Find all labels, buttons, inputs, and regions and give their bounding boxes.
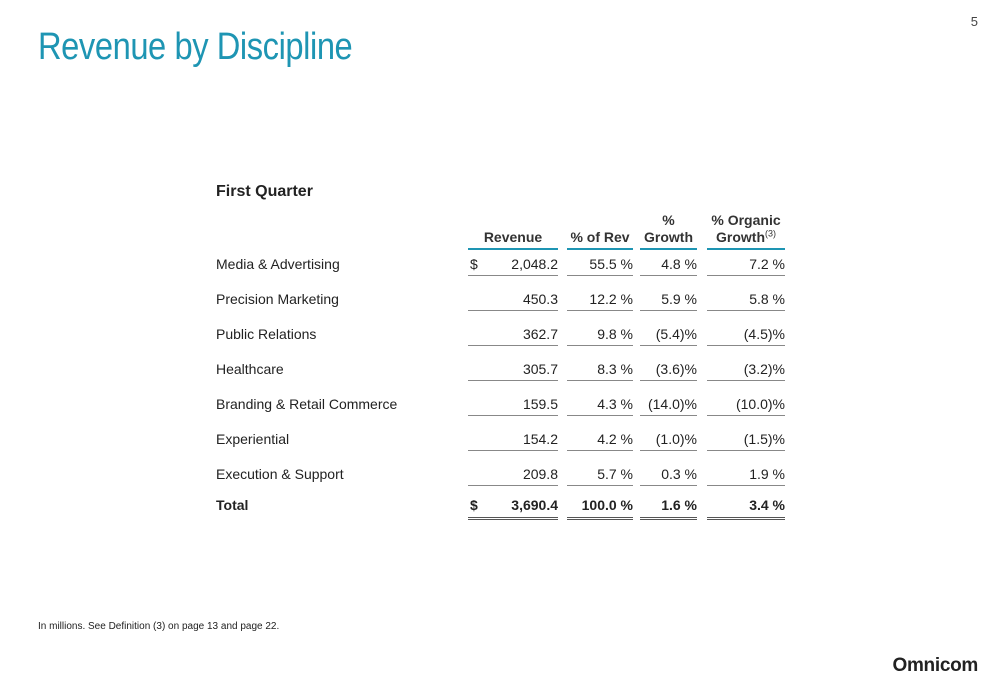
header-growth-line1: % (662, 212, 675, 228)
table-row: Media & Advertising $2,048.2 55.5 % 4.8 % 7.… (0, 256, 1000, 290)
table-row: Branding & Retail Commerce 159.5 4.3 % (14.… (0, 396, 1000, 430)
pct-of-revenue-value: 55.5 % (567, 256, 633, 276)
row-label: Healthcare (216, 361, 284, 377)
revenue-value: 2,048.2 (468, 256, 558, 276)
organic-growth-value: (4.5)% (707, 326, 785, 346)
footnote: In millions. See Definition (3) on page … (38, 621, 280, 632)
header-pct-rev: % of Rev (567, 229, 633, 250)
row-label: Experiential (216, 431, 290, 447)
table-row: Experiential 154.2 4.2 % (1.0)% (1.5)% (0, 431, 1000, 465)
row-label: Precision Marketing (216, 291, 339, 307)
row-label: Media & Advertising (216, 256, 340, 272)
currency-symbol: $ (470, 256, 478, 272)
page-number: 5 (970, 14, 978, 29)
currency-symbol: $ (470, 497, 478, 513)
header-growth-line2: Growth (644, 229, 693, 245)
growth-value: 0.3 % (640, 466, 697, 486)
revenue-value: 450.3 (468, 291, 558, 311)
growth-value: 4.8 % (640, 256, 697, 276)
growth-value: 5.9 % (640, 291, 697, 311)
growth-value: (3.6)% (640, 361, 697, 381)
section-title: First Quarter (216, 183, 313, 200)
pct-of-revenue-value: 4.2 % (567, 431, 633, 451)
organic-growth-value: (10.0)% (707, 396, 785, 416)
row-label: Total (216, 497, 249, 513)
organic-growth-value: 1.9 % (707, 466, 785, 486)
row-label: Public Relations (216, 326, 317, 342)
revenue-value: 362.7 (468, 326, 558, 346)
revenue-value: 154.2 (468, 431, 558, 451)
header-revenue: Revenue (468, 229, 558, 250)
pct-of-revenue-value: 100.0 % (567, 497, 633, 520)
header-pct-rev-label: % of Rev (570, 229, 630, 245)
row-label: Execution & Support (216, 466, 344, 482)
pct-of-revenue-value: 8.3 % (567, 361, 633, 381)
header-organic-footnote-ref: (3) (765, 228, 776, 239)
pct-of-revenue-value: 12.2 % (567, 291, 633, 311)
growth-value: 1.6 % (640, 497, 697, 520)
header-organic-line2: Growth (716, 229, 765, 245)
pct-of-revenue-value: 9.8 % (567, 326, 633, 346)
pct-of-revenue-value: 4.3 % (567, 396, 633, 416)
organic-growth-value: (3.2)% (707, 361, 785, 381)
organic-growth-value: 3.4 % (707, 497, 785, 520)
growth-value: (14.0)% (640, 396, 697, 416)
revenue-value: 305.7 (468, 361, 558, 381)
organic-growth-value: 5.8 % (707, 291, 785, 311)
header-revenue-label: Revenue (483, 229, 543, 245)
table-row: Precision Marketing 450.3 12.2 % 5.9 % 5.8 % (0, 291, 1000, 325)
revenue-value: 209.8 (468, 466, 558, 486)
header-organic-growth: % Organic Growth(3) (707, 212, 785, 250)
growth-value: (1.0)% (640, 431, 697, 451)
omnicom-logo: Omnicom (892, 655, 978, 676)
row-label: Branding & Retail Commerce (216, 396, 398, 412)
page-title: Revenue by Discipline (38, 26, 353, 68)
table-row: Healthcare 305.7 8.3 % (3.6)% (3.2)% (0, 361, 1000, 395)
table-row: Execution & Support 209.8 5.7 % 0.3 % 1.9 % (0, 466, 1000, 500)
table-row: Public Relations 362.7 9.8 % (5.4)% (4.5)% (0, 326, 1000, 360)
growth-value: (5.4)% (640, 326, 697, 346)
header-growth: % Growth (640, 212, 697, 250)
total-row: Total $3,690.4 100.0 % 1.6 % 3.4 % (0, 497, 1000, 531)
revenue-value: 3,690.4 (468, 497, 558, 520)
pct-of-revenue-value: 5.7 % (567, 466, 633, 486)
header-organic-line1: % Organic (711, 212, 781, 228)
organic-growth-value: (1.5)% (707, 431, 785, 451)
revenue-value: 159.5 (468, 396, 558, 416)
organic-growth-value: 7.2 % (707, 256, 785, 276)
